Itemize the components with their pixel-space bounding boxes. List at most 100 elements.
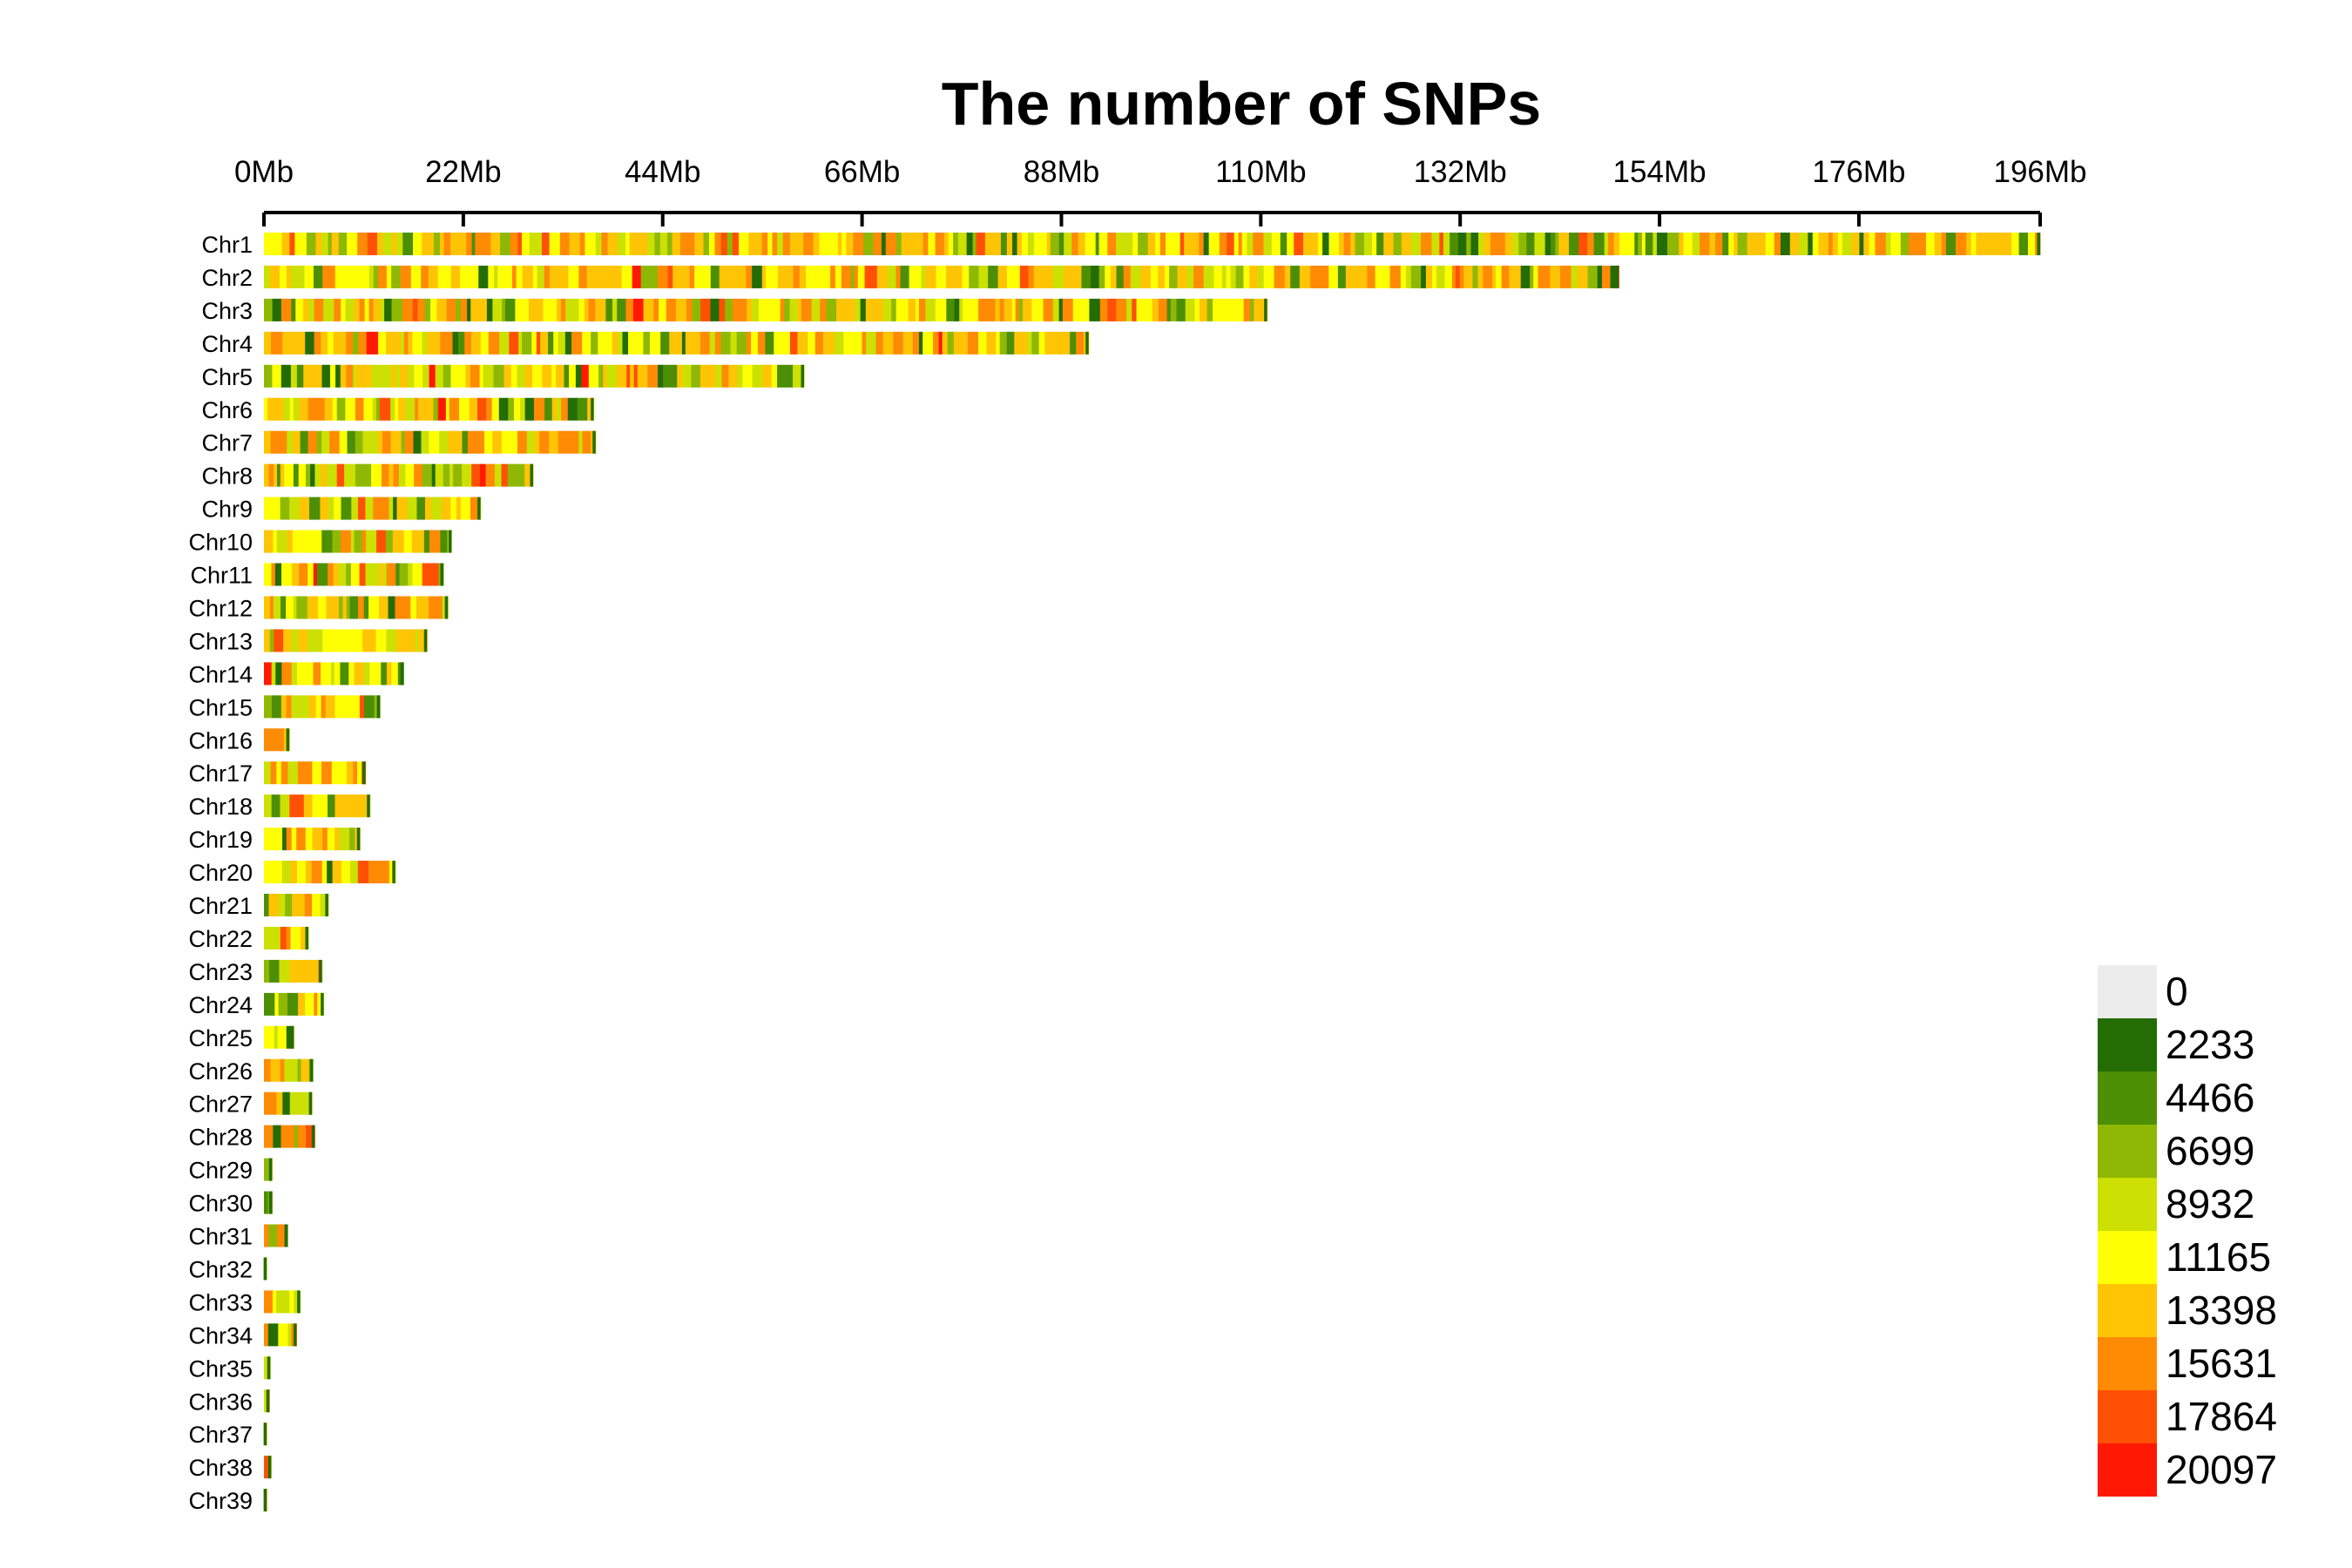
snp-bin <box>738 298 747 321</box>
snp-bin <box>577 397 588 421</box>
snp-bin <box>819 233 828 255</box>
snp-bin <box>305 926 308 950</box>
snp-bin <box>1091 265 1100 288</box>
legend-swatch <box>2098 1337 2157 1390</box>
snp-bin <box>329 596 335 619</box>
snp-bin <box>382 430 392 454</box>
snp-bin <box>554 430 559 454</box>
snp-bin <box>269 959 280 983</box>
legend-label: 15631 <box>2166 1341 2277 1386</box>
snp-bin <box>1179 233 1185 255</box>
snp-bin <box>331 761 338 785</box>
snp-bin <box>720 331 732 355</box>
snp-bin <box>969 265 980 288</box>
snp-bin <box>415 629 420 652</box>
snp-bin <box>1176 298 1186 321</box>
snp-bin <box>280 298 292 321</box>
snp-bin <box>962 265 970 288</box>
snp-bin <box>486 397 493 421</box>
snp-bin <box>457 331 465 355</box>
snp-bin <box>297 894 306 916</box>
snp-bin <box>706 364 716 388</box>
snp-bin <box>321 695 327 719</box>
snp-bin <box>276 1092 283 1115</box>
snp-bin <box>358 596 365 619</box>
snp-bin <box>1046 233 1051 255</box>
snp-bin <box>278 397 284 421</box>
snp-bin <box>774 331 782 355</box>
snp-bin <box>866 331 877 355</box>
chromosome-track <box>264 463 534 487</box>
snp-bin <box>1916 233 1927 255</box>
snp-bin <box>561 397 569 421</box>
snp-bin <box>1425 265 1433 288</box>
snp-bin <box>362 530 367 553</box>
snp-bin <box>475 233 483 255</box>
snp-bin <box>672 364 678 388</box>
snp-bin <box>268 894 280 916</box>
snp-bin <box>423 397 435 421</box>
snp-bin <box>1700 233 1711 255</box>
snp-bin <box>278 894 286 916</box>
snp-bin <box>602 265 614 288</box>
snp-bin <box>1023 298 1032 321</box>
snp-bin <box>488 331 500 355</box>
snp-bin <box>953 233 959 255</box>
snp-bin <box>308 695 317 719</box>
snp-bin <box>363 364 372 388</box>
snp-bin <box>600 298 606 321</box>
snp-bin <box>471 233 476 255</box>
snp-bin <box>1250 298 1255 321</box>
snp-bin <box>1799 233 1808 255</box>
snp-bin <box>789 331 799 355</box>
snp-bin <box>578 265 588 288</box>
snp-bin <box>376 530 387 553</box>
snp-bin <box>291 662 298 686</box>
snp-bin <box>392 530 398 553</box>
snp-bin <box>1085 233 1097 255</box>
snp-bin <box>548 331 554 355</box>
snp-bin <box>1221 265 1227 288</box>
snp-bin <box>290 1025 294 1049</box>
snp-bin <box>772 233 778 255</box>
snp-bin <box>264 861 275 884</box>
snp-bin <box>524 364 533 388</box>
snp-bin <box>300 695 310 719</box>
snp-bin <box>483 298 488 321</box>
snp-bin <box>700 364 708 388</box>
snp-bin <box>780 298 785 321</box>
snp-bin <box>1638 233 1643 255</box>
snp-bin <box>363 662 370 686</box>
snp-bin <box>1380 265 1391 288</box>
snp-bin <box>479 463 487 487</box>
snp-bin <box>908 298 916 321</box>
snp-bin <box>291 828 297 851</box>
snp-bin <box>264 1224 270 1247</box>
snp-bin <box>282 1092 291 1115</box>
chromosome-label: Chr10 <box>188 530 253 556</box>
snp-bin <box>462 430 469 454</box>
snp-bin <box>549 265 558 288</box>
snp-bin <box>392 233 397 255</box>
snp-bin <box>1247 233 1254 255</box>
snp-bin <box>1452 265 1456 288</box>
legend-swatch <box>2098 1018 2157 1071</box>
snp-bin <box>306 1125 315 1148</box>
snp-bin <box>382 563 388 586</box>
snp-bin <box>322 629 335 652</box>
chromosome-label: Chr7 <box>201 430 253 456</box>
snp-bin <box>294 233 302 255</box>
snp-bin <box>1170 233 1181 255</box>
snp-bin <box>293 463 300 487</box>
x-axis: 0Mb 22Mb 44Mb 66Mb 88Mb 110Mb 132Mb 154Mb 176Mb 1… <box>234 155 2087 226</box>
snp-bin <box>294 265 306 288</box>
snp-bin <box>370 430 379 454</box>
snp-bin <box>1166 298 1172 321</box>
snp-bin <box>767 233 774 255</box>
snp-bin <box>1709 233 1716 255</box>
snp-bin <box>289 794 296 818</box>
snp-bin <box>680 265 691 288</box>
chromosome-label: Chr3 <box>201 298 253 324</box>
snp-bin <box>272 298 282 321</box>
